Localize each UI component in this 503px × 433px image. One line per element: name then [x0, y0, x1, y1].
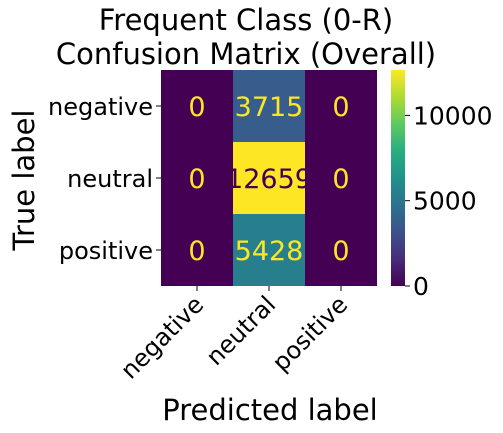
- cell-value-label: 0: [332, 92, 349, 123]
- heatmap-cell: [233, 70, 305, 142]
- cell-value-label: 0: [332, 236, 349, 267]
- cell-value-label: 5428: [235, 236, 304, 267]
- heatmap-cell: [305, 70, 377, 142]
- colorbar: [391, 70, 405, 286]
- y-tick-label: neutral: [67, 165, 153, 193]
- heatmap-cell: [233, 214, 305, 286]
- colorbar-tick-label: 0: [413, 272, 429, 301]
- cell-value-label: 0: [188, 92, 205, 123]
- x-tick-label: negative: [115, 290, 209, 384]
- y-tick-label: negative: [48, 93, 153, 121]
- heatmap-cell: [161, 214, 233, 286]
- heatmap-cell: [233, 142, 305, 214]
- cell-value-label: 0: [188, 236, 205, 267]
- cell-value-label: 0: [188, 164, 205, 195]
- colorbar-tick-label: 10000: [413, 101, 493, 130]
- heatmap-cell: [161, 70, 233, 142]
- colorbar-tick-label: 5000: [413, 187, 477, 216]
- chart-title-line-2: Confusion Matrix (Overall): [56, 37, 436, 71]
- x-axis-label: Predicted label: [162, 393, 378, 427]
- x-tick-label: positive: [267, 290, 353, 376]
- cell-value-label: 0: [332, 164, 349, 195]
- colorbar-ticks: 0 5000 10000: [405, 101, 493, 301]
- y-tick-label: positive: [59, 237, 153, 265]
- heatmap-cells: [161, 70, 377, 286]
- chart-title-line-1: Frequent Class (0-R): [99, 3, 394, 37]
- y-axis-ticks: negative neutral positive: [48, 93, 161, 265]
- heatmap-cell: [161, 142, 233, 214]
- y-axis-label: True label: [7, 110, 41, 252]
- heatmap-cell: [305, 214, 377, 286]
- cell-value-label: 3715: [235, 92, 304, 123]
- heatmap-cell-labels: 0 3715 0 0 12659 0 0 5428 0: [188, 92, 349, 267]
- cell-value-label: 12659: [226, 164, 312, 195]
- heatmap-cell: [305, 142, 377, 214]
